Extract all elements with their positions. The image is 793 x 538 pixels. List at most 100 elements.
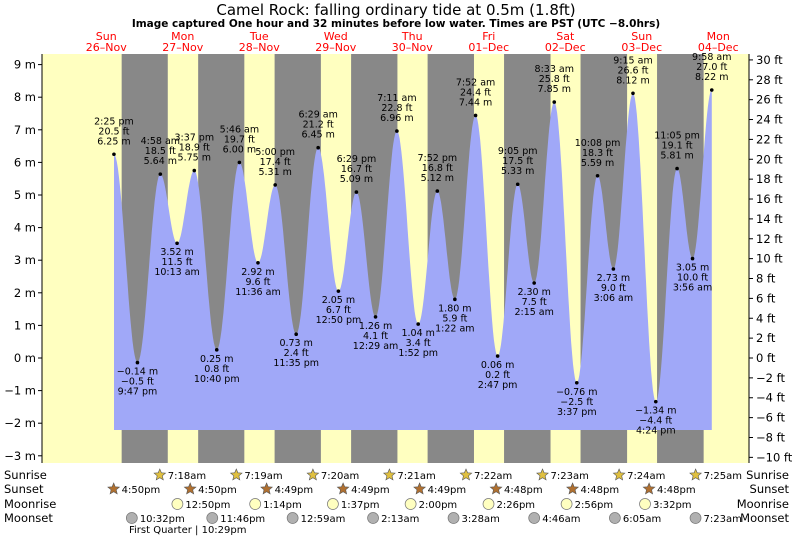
moonset-icon xyxy=(286,512,299,524)
sunset-icon xyxy=(566,482,580,495)
tide-label-line: −2.5 ft xyxy=(560,397,593,408)
tide-label-line: 1.26 m xyxy=(359,321,392,332)
y-tick-label-ft: −8 ft xyxy=(756,430,785,444)
tide-label-line: 22.8 ft xyxy=(381,103,412,114)
y-tick-label-m: 9 m xyxy=(14,58,36,72)
moonset-time: 6:05am xyxy=(623,514,661,525)
row-label-right-moonrise: Moonrise xyxy=(737,497,789,511)
tide-label-line: 20.5 ft xyxy=(98,126,129,137)
sunrise-time: 7:18am xyxy=(168,471,206,482)
tide-label-line: 5.9 ft xyxy=(442,313,467,324)
moon-phase-label: First Quarter | 10:29pm xyxy=(129,525,247,536)
tide-label-line: 2.73 m xyxy=(597,273,630,284)
y-tick-label-ft: 2 ft xyxy=(756,331,776,345)
moonset-icon xyxy=(528,512,541,524)
tide-label-line: 9:47 pm xyxy=(118,387,158,398)
tide-label-line: 3:06 am xyxy=(594,293,633,304)
y-tick-label-m: 8 m xyxy=(14,90,36,104)
tide-label-line: 4:58 am xyxy=(141,136,180,147)
sunrise-time: 7:19am xyxy=(244,471,282,482)
tide-label-line: 3:37 pm xyxy=(174,133,214,144)
sunrise-time: 7:22am xyxy=(474,471,512,482)
tide-label-line: 17.5 ft xyxy=(502,156,533,167)
day-name: Sat xyxy=(556,30,575,43)
day-name: Wed xyxy=(324,30,348,43)
sunrise-icon xyxy=(536,468,549,481)
moonset-icon xyxy=(206,512,219,524)
moonrise-icon xyxy=(560,498,573,510)
sunset-icon xyxy=(489,482,503,495)
tide-label-line: 10.0 ft xyxy=(677,273,708,284)
row-label-right-moonset: Moonset xyxy=(740,511,789,525)
moonrise-icon xyxy=(249,498,262,510)
tide-point xyxy=(373,315,378,319)
tide-label-line: −0.76 m xyxy=(556,387,597,398)
tide-label-line: 6:29 am xyxy=(298,110,337,121)
moonrise-time: 2:26pm xyxy=(497,500,536,511)
tide-label-line: 2:25 pm xyxy=(94,116,134,127)
tide-label-line: 2.92 m xyxy=(241,267,274,278)
tide-label-line: 5.12 m xyxy=(421,173,454,184)
sunrise-time: 7:25am xyxy=(704,471,742,482)
moonrise-time: 2:00pm xyxy=(419,500,458,511)
day-name: Mon xyxy=(171,30,194,43)
y-tick-label-ft: 18 ft xyxy=(756,172,783,186)
moonrise-time: 2:56pm xyxy=(575,500,614,511)
y-tick-label-m: 6 m xyxy=(14,155,36,169)
tide-point xyxy=(515,182,520,187)
tide-label-line: 8.12 m xyxy=(616,75,649,86)
sunrise-icon xyxy=(612,468,626,481)
sunrise-icon xyxy=(382,468,396,481)
moonrise-icon xyxy=(404,498,417,510)
tide-label-line: 6.45 m xyxy=(301,130,334,141)
tide-label-line: 10:13 am xyxy=(154,267,199,278)
row-label-left-moonrise: Moonrise xyxy=(4,497,56,511)
y-tick-label-m: −3 m xyxy=(4,449,36,463)
tide-label-line: 2.4 ft xyxy=(284,348,309,359)
row-label-left-sunset: Sunset xyxy=(4,482,44,496)
tide-label-line: 5:46 am xyxy=(220,124,259,135)
tide-label-line: 7.44 m xyxy=(459,97,492,108)
tide-point xyxy=(395,129,399,133)
tide-label-line: 1.80 m xyxy=(438,303,471,314)
tide-label-line: 0.06 m xyxy=(481,360,514,371)
y-tick-label-m: 0 m xyxy=(14,351,36,365)
tide-label-line: 12:50 pm xyxy=(316,315,362,326)
tide-point xyxy=(653,399,658,404)
tide-label-line: 11.5 ft xyxy=(162,257,193,268)
y-tick-label-ft: 12 ft xyxy=(756,232,783,246)
y-tick-label-m: 3 m xyxy=(14,253,36,267)
sunset-time: 4:48pm xyxy=(504,485,543,496)
tide-label-line: 5.31 m xyxy=(258,167,291,178)
tide-label-line: 1.04 m xyxy=(401,328,434,339)
tide-label-line: 3:37 pm xyxy=(557,407,597,418)
moonset-icon xyxy=(447,512,460,524)
tide-label-line: 7:11 am xyxy=(377,93,416,104)
tide-point xyxy=(192,168,197,173)
tide-label-line: 9:15 am xyxy=(613,55,652,66)
day-date: 01–Dec xyxy=(468,41,509,54)
sunset-time: 4:48pm xyxy=(581,485,620,496)
moonset-icon xyxy=(367,512,379,524)
tide-point xyxy=(675,166,679,171)
day-headers: Sun26–NovMon27–NovTue28–NovWed29–NovThu3… xyxy=(86,30,739,54)
tide-label-line: 7.85 m xyxy=(538,84,571,95)
sunrise-icon xyxy=(306,468,320,481)
y-tick-label-ft: −2 ft xyxy=(756,371,785,385)
tide-label-line: 17.4 ft xyxy=(260,157,291,168)
sunset-time: 4:49pm xyxy=(428,485,467,496)
tide-label-line: 4:24 pm xyxy=(636,426,676,437)
tide-label-line: 9:58 am xyxy=(692,52,731,63)
chart-title: Camel Rock: falling ordinary tide at 0.5… xyxy=(216,1,575,19)
y-axis-meters: −3 m −2 m −1 m 0 m 1 m 2 m 3 m 4 m 5 m 6 m 7 m 8 m 9… xyxy=(4,54,43,463)
tide-label-line: 0.25 m xyxy=(200,354,233,365)
chart-subtitle: Image captured One hour and 32 minutes b… xyxy=(132,18,660,30)
sunset-time: 4:49pm xyxy=(275,485,314,496)
y-tick-label-m: 7 m xyxy=(14,123,36,137)
sunset-icon xyxy=(642,482,656,495)
tide-label-line: −1.34 m xyxy=(635,406,676,417)
day-date: 28–Nov xyxy=(239,41,280,54)
tide-point xyxy=(435,189,440,193)
tide-label-line: 9.6 ft xyxy=(245,277,270,288)
moonset-time: 12:59am xyxy=(301,514,346,525)
